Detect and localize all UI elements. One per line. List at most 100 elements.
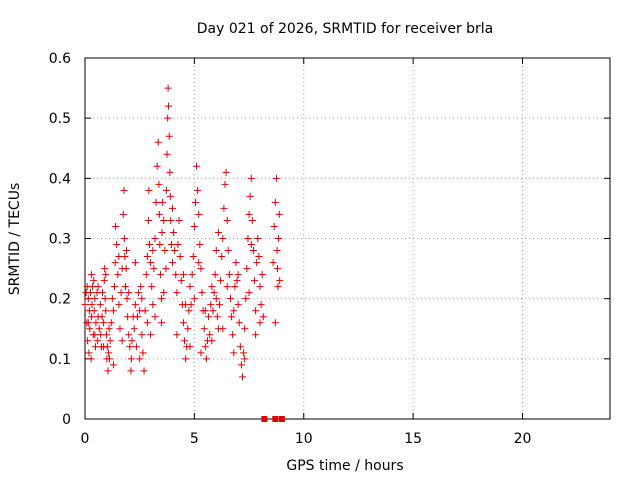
data-point [117, 289, 125, 297]
data-point [145, 186, 153, 194]
data-point [147, 331, 155, 339]
y-tick-label: 0.1 [49, 352, 71, 368]
data-point [90, 277, 98, 285]
data-point [213, 313, 221, 321]
data-point [210, 289, 218, 297]
data-point [274, 283, 282, 291]
data-point [182, 301, 190, 309]
data-point [232, 259, 240, 267]
data-point [234, 271, 242, 279]
data-point [143, 319, 151, 327]
data-point [245, 289, 253, 297]
data-point [149, 301, 157, 309]
data-point [212, 247, 220, 255]
data-point [208, 337, 216, 345]
data-point [155, 180, 163, 188]
data-point [172, 271, 180, 279]
data-point [258, 271, 266, 279]
data-point [158, 295, 166, 303]
data-point [239, 373, 246, 381]
y-tick-label: 0.3 [49, 232, 71, 248]
data-point [222, 168, 230, 176]
data-point [149, 247, 157, 255]
data-point [125, 289, 133, 297]
data-point [158, 228, 166, 236]
data-point [138, 295, 146, 303]
zero-marker [272, 416, 279, 422]
data-point [165, 132, 173, 140]
data-point [226, 295, 234, 303]
data-point [125, 331, 133, 339]
data-point [120, 235, 128, 242]
data-point [269, 259, 277, 267]
data-point [137, 283, 145, 291]
data-point [228, 313, 236, 321]
data-point [163, 150, 171, 158]
data-point [214, 228, 222, 236]
data-point [88, 271, 96, 279]
data-point [251, 277, 259, 285]
data-point [148, 283, 156, 291]
zero-marker [278, 416, 285, 422]
data-point [147, 259, 155, 267]
data-point [151, 313, 159, 321]
zero-markers [261, 416, 285, 422]
data-point [257, 301, 265, 309]
data-point [131, 301, 139, 309]
data-point [123, 295, 131, 303]
data-point [141, 307, 149, 315]
data-point [119, 210, 127, 218]
data-point [202, 355, 210, 363]
data-point [240, 349, 248, 357]
data-point [127, 367, 135, 375]
data-point [120, 186, 128, 194]
data-point [144, 216, 152, 224]
data-point [113, 241, 121, 249]
data-point [92, 343, 99, 351]
x-tick-label: 15 [404, 431, 422, 447]
data-point [254, 235, 262, 242]
data-point [186, 283, 194, 291]
data-point [223, 283, 231, 291]
data-point [102, 271, 110, 279]
data-point [94, 283, 102, 291]
data-point [108, 295, 116, 303]
data-point [96, 301, 104, 309]
data-point [209, 307, 217, 315]
data-point [252, 331, 260, 339]
data-point [233, 277, 241, 285]
data-point [161, 247, 169, 255]
tick-labels: 0 0.1 0.2 0.3 0.4 0.5 0.6 0 5 10 15 20 [49, 51, 532, 447]
data-point [84, 337, 92, 345]
data-point [241, 325, 249, 333]
data-point [190, 222, 198, 230]
data-point [181, 337, 189, 345]
data-point [247, 174, 255, 182]
data-point [275, 235, 283, 242]
data-point [128, 337, 136, 345]
data-point [152, 198, 160, 206]
data-point [218, 253, 226, 261]
data-point [201, 307, 209, 315]
data-point [140, 367, 148, 375]
data-point [246, 192, 254, 200]
data-point [167, 216, 175, 224]
data-point [90, 307, 98, 315]
data-point [197, 265, 205, 273]
data-point [194, 186, 202, 194]
data-point [118, 337, 126, 345]
data-point [155, 210, 163, 218]
data-point [86, 289, 94, 297]
data-point [91, 295, 99, 303]
data-point [195, 210, 203, 218]
data-point [182, 355, 190, 363]
data-point [153, 162, 161, 170]
data-point [198, 289, 206, 297]
data-point [95, 325, 103, 333]
plot-frame [84, 57, 611, 420]
x-tick-label: 0 [81, 431, 90, 447]
data-point [146, 241, 154, 249]
data-point [185, 307, 193, 315]
data-point [160, 289, 168, 297]
